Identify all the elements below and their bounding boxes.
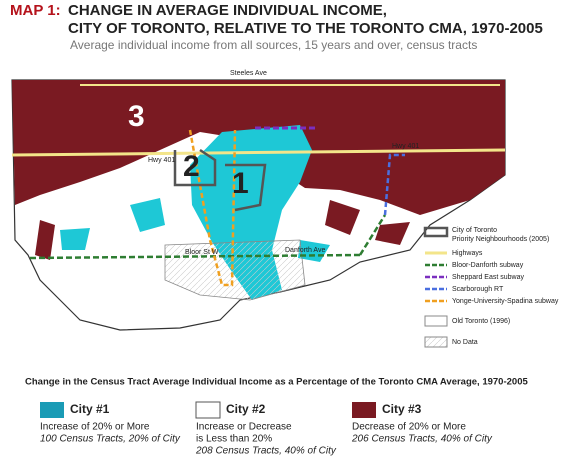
legend-swatch xyxy=(424,336,448,348)
key-title: Change in the Census Tract Average Indiv… xyxy=(25,377,528,388)
map: Steeles Ave Hwy 401 Hwy 401 Bloor St W D… xyxy=(11,70,506,331)
key-text: Increase or Decrease xyxy=(196,422,292,433)
legend-text: Yonge-University-Spadina subway xyxy=(452,298,559,305)
priority-neighbourhood xyxy=(225,163,267,212)
scarborough-rt xyxy=(383,153,405,216)
key-text: is Less than 20% xyxy=(196,434,272,445)
key-text: 208 Census Tracts, 40% of City xyxy=(195,446,337,457)
key-swatch xyxy=(195,401,221,419)
legend-text: Highways xyxy=(452,250,483,257)
yonge-subway xyxy=(188,129,237,287)
city1-area xyxy=(190,125,312,300)
key-text: 100 Census Tracts, 20% of City xyxy=(40,434,181,445)
legend-text: Sheppard East subway xyxy=(452,274,524,281)
legend-text: Old Toronto (1996) xyxy=(452,318,510,325)
title-line: CITY OF TORONTO, RELATIVE TO THE TORONTO… xyxy=(68,20,543,37)
legend-text: City of Toronto xyxy=(452,227,497,234)
map-label: Hwy 401 xyxy=(148,157,175,164)
key-swatch xyxy=(40,402,64,418)
subtitle: Average individual income from all sourc… xyxy=(70,38,477,52)
title-line: CHANGE IN AVERAGE INDIVIDUAL INCOME, xyxy=(68,2,387,19)
highway xyxy=(11,148,506,157)
legend-swatch xyxy=(423,226,449,238)
legend-text: Priority Neighbourhoods (2005) xyxy=(452,236,549,243)
key-text: Decrease of 20% or More xyxy=(352,422,466,433)
map-label: Bloor St W xyxy=(185,249,219,256)
key-name: City #1 xyxy=(70,402,110,416)
city-number: 3 xyxy=(128,100,145,133)
city-number: 1 xyxy=(232,167,249,200)
map-label: Steeles Ave xyxy=(230,70,267,77)
legend-text: Bloor-Danforth subway xyxy=(452,262,524,269)
key-swatch xyxy=(352,402,376,418)
old-toronto xyxy=(164,239,306,301)
bloor-danforth-subway xyxy=(29,253,361,260)
map-label: Hwy 401 xyxy=(392,143,419,150)
key-text: 206 Census Tracts, 40% of City xyxy=(351,434,493,445)
legend-text: Scarborough RT xyxy=(452,286,504,293)
map-label: MAP 1: xyxy=(10,2,61,19)
priority-neighbourhood xyxy=(173,148,217,187)
map-legend: City of Toronto Priority Neighbourhoods … xyxy=(423,226,559,348)
legend-text: No Data xyxy=(452,339,478,346)
city-number: 2 xyxy=(183,150,200,183)
key-name: City #3 xyxy=(382,402,422,416)
key-name: City #2 xyxy=(226,402,266,416)
legend-swatch xyxy=(424,315,448,327)
bloor-danforth-subway xyxy=(358,214,387,256)
map-label: Danforth Ave xyxy=(285,247,325,254)
key-text: Increase of 20% or More xyxy=(40,422,150,433)
